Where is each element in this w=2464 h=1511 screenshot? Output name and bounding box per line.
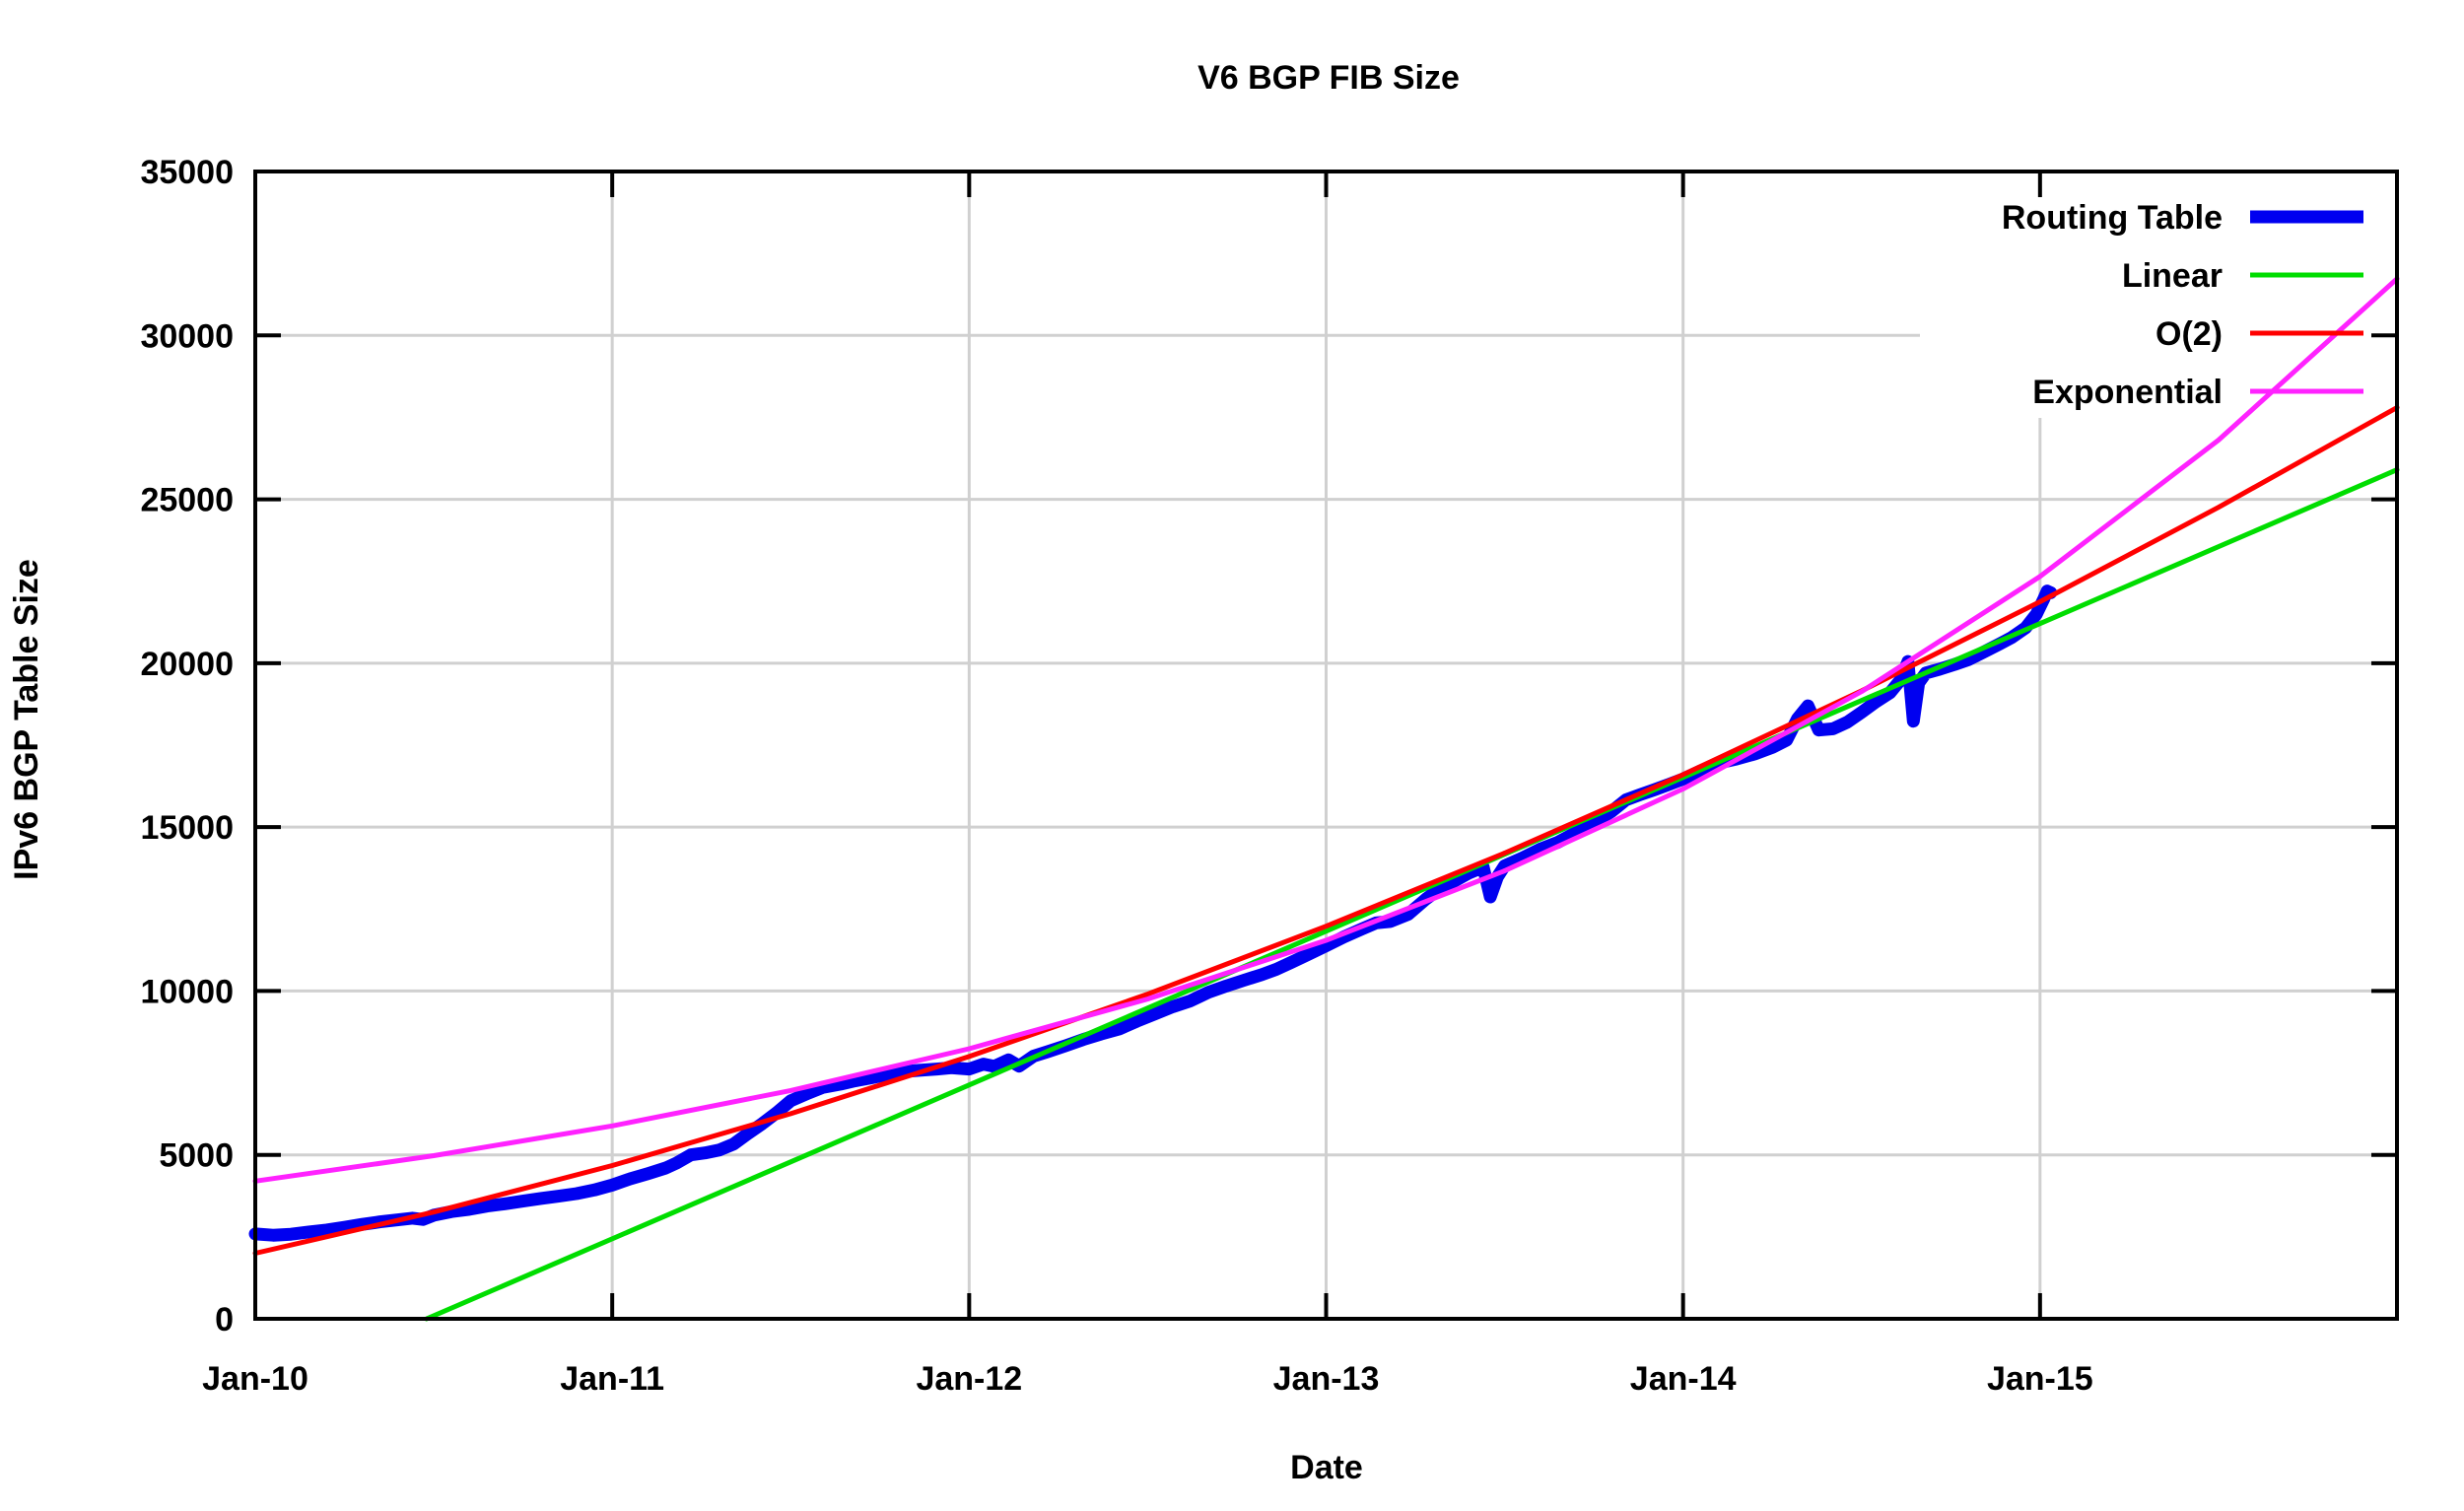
x-tick-labels: Jan-10 Jan-11 Jan-12 Jan-13 Jan-14 Jan-15 [202, 1360, 2093, 1398]
x-axis-label: Date [1290, 1449, 1363, 1486]
x-tick-Jan-15: Jan-15 [1987, 1360, 2093, 1398]
y-tick-35000: 35000 [140, 154, 234, 191]
y-tick-0: 0 [215, 1301, 234, 1339]
y-tick-25000: 25000 [140, 482, 234, 519]
x-tick-Jan-12: Jan-12 [916, 1360, 1022, 1398]
y-axis-label: IPv6 BGP Table Size [8, 559, 45, 880]
legend-label-linear: Linear [2122, 257, 2223, 295]
x-tick-Jan-10: Jan-10 [202, 1360, 308, 1398]
y-tick-5000: 5000 [159, 1137, 234, 1175]
x-tick-Jan-11: Jan-11 [560, 1360, 664, 1398]
legend-label-o-2-: O(2) [2156, 315, 2223, 353]
chart-title: V6 BGP FIB Size [1198, 59, 1460, 97]
x-tick-Jan-14: Jan-14 [1630, 1360, 1737, 1398]
y-tick-labels: 0 5000 10000 15000 20000 25000 30000 35000 [140, 154, 234, 1339]
legend: Routing Table Linear O(2) Exponential [2002, 199, 2363, 411]
y-tick-10000: 10000 [140, 973, 234, 1010]
y-tick-20000: 20000 [140, 646, 234, 683]
x-tick-Jan-13: Jan-13 [1273, 1360, 1380, 1398]
legend-label-exponential: Exponential [2032, 374, 2223, 411]
y-tick-15000: 15000 [140, 809, 234, 847]
legend-label-routing-table: Routing Table [2002, 199, 2223, 237]
series-lines [248, 276, 2400, 1322]
y-tick-30000: 30000 [140, 317, 234, 355]
legend-background [1920, 185, 2377, 418]
plot-border-and-ticks [253, 170, 2399, 1321]
